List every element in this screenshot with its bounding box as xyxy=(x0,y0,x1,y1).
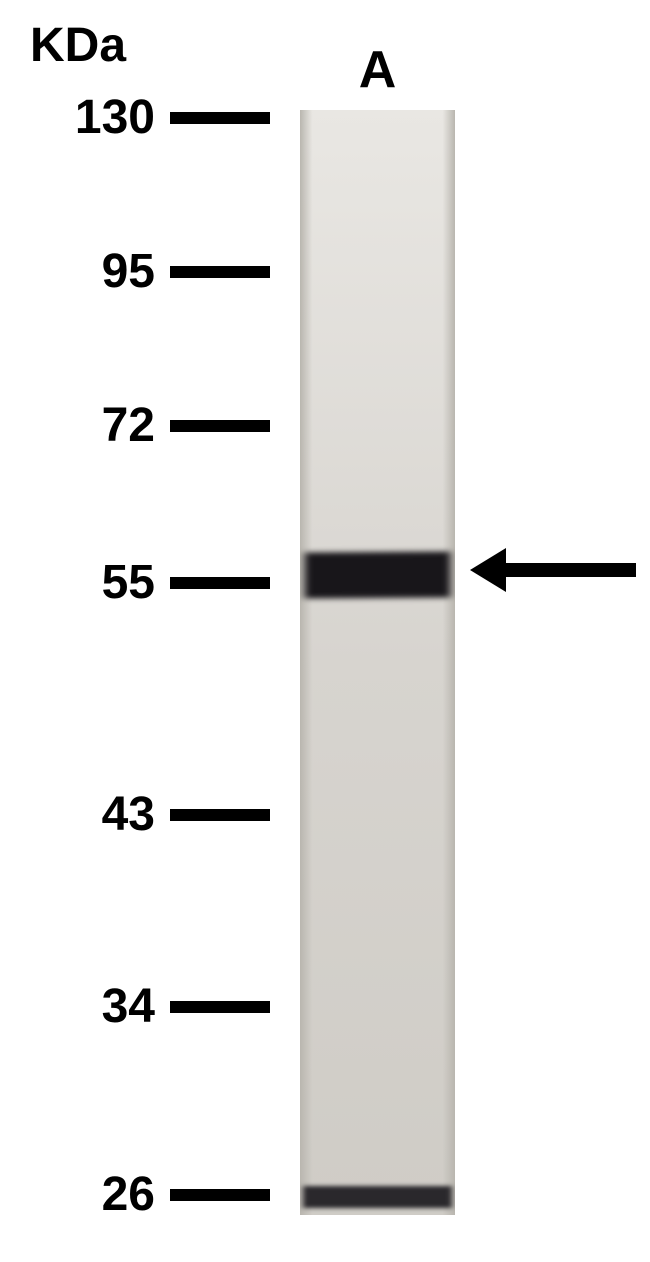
marker-tick xyxy=(170,1189,270,1201)
band-indicator-arrow xyxy=(470,548,636,592)
marker-label: 26 xyxy=(15,1167,155,1222)
marker-tick xyxy=(170,809,270,821)
marker-tick xyxy=(170,577,270,589)
marker-tick xyxy=(170,266,270,278)
marker-tick xyxy=(170,420,270,432)
protein-band xyxy=(300,1186,455,1208)
marker-label: 130 xyxy=(15,90,155,145)
marker-label: 43 xyxy=(15,787,155,842)
marker-label: 72 xyxy=(15,398,155,453)
axis-unit-label: KDa xyxy=(30,18,126,73)
arrow-head-icon xyxy=(470,548,506,592)
marker-label: 34 xyxy=(15,979,155,1034)
lane-label: A xyxy=(300,40,455,100)
blot-figure: KDa 130 95 72 55 43 34 26 A xyxy=(0,0,650,1262)
marker-label: 55 xyxy=(15,555,155,610)
marker-tick xyxy=(170,1001,270,1013)
marker-label: 95 xyxy=(15,244,155,299)
marker-tick xyxy=(170,112,270,124)
protein-band xyxy=(300,551,455,598)
lane-strip xyxy=(300,110,455,1215)
arrow-shaft xyxy=(506,563,636,577)
